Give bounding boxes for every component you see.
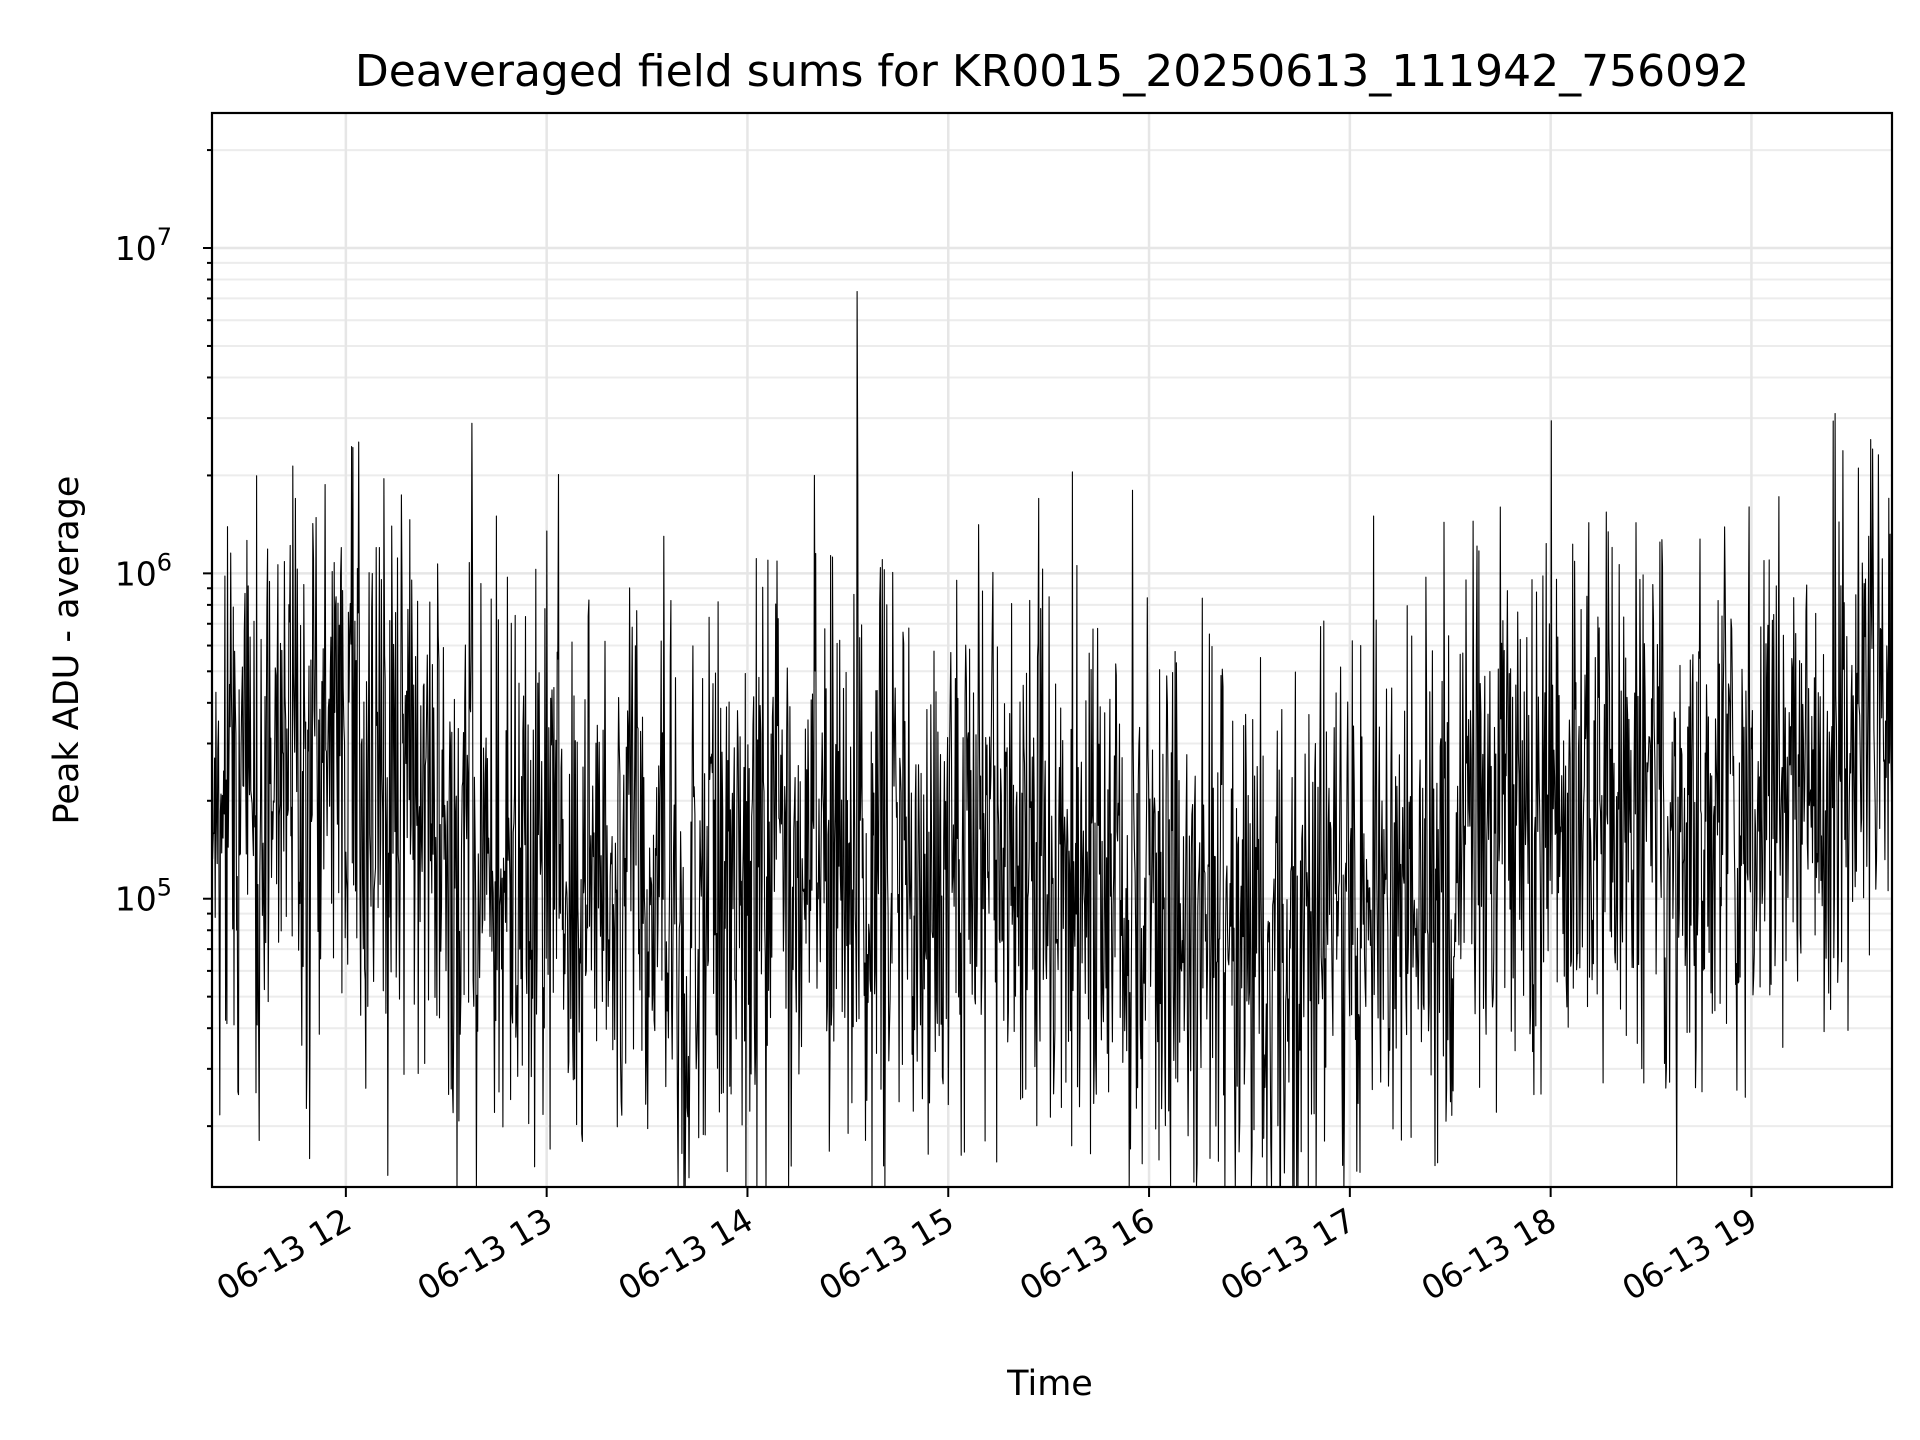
chart-title: Deaveraged field sums for KR0015_2025061…: [355, 46, 1749, 97]
y-tick-label: 105: [115, 874, 172, 919]
plot-frame: [210, 111, 1894, 1189]
x-axis-label: Time: [1006, 1364, 1093, 1404]
y-tick-label: 107: [115, 223, 172, 268]
y-tick-label: 106: [115, 548, 172, 593]
y-tick-labels: 105 106 107: [115, 223, 172, 919]
series-line: [211, 157, 1893, 1188]
y-axis-label: Peak ADU - average: [47, 476, 87, 825]
axis-ticks: [203, 149, 1753, 1197]
